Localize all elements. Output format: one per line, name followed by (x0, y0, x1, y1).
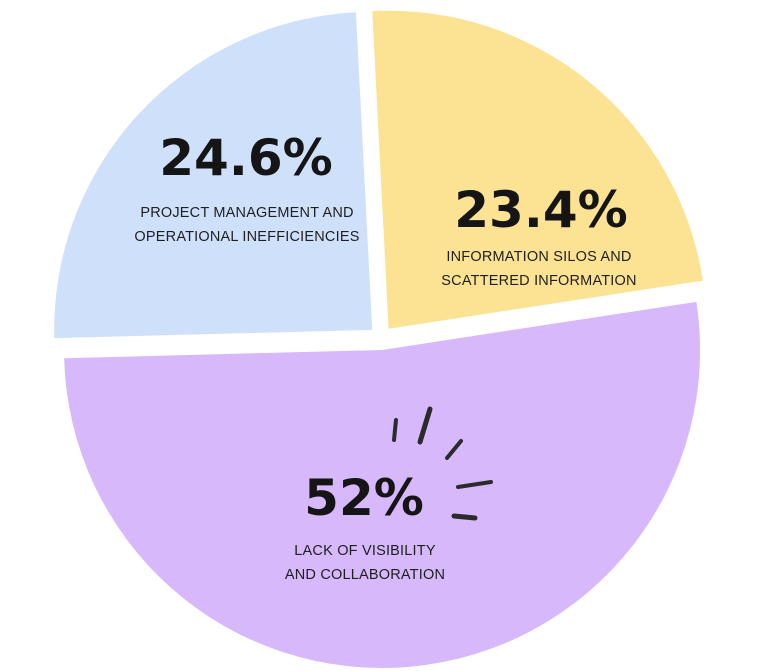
slice-category-label: AND COLLABORATION (285, 567, 445, 583)
slice-category-label: INFORMATION SILOS AND (446, 249, 631, 265)
slice-category-label: SCATTERED INFORMATION (441, 273, 636, 289)
pie-slices (54, 10, 703, 668)
slice-value-label: 24.6% (159, 129, 332, 187)
pie-slice (64, 301, 701, 668)
burst-stroke (445, 439, 463, 460)
burst-stroke (451, 513, 478, 521)
slice-category-label: PROJECT MANAGEMENT AND (140, 205, 353, 221)
burst-stroke (456, 480, 493, 489)
pie-slice (372, 10, 703, 329)
burst-stroke (392, 418, 398, 442)
pie-slice (54, 12, 373, 339)
slice-category-label: LACK OF VISIBILITY (294, 543, 436, 559)
burst-stroke (417, 406, 433, 445)
slice-category-label: OPERATIONAL INEFFICIENCIES (134, 229, 359, 245)
slice-value-label: 52% (304, 469, 424, 527)
burst-decoration (392, 406, 493, 521)
slice-value-label: 23.4% (454, 181, 627, 239)
